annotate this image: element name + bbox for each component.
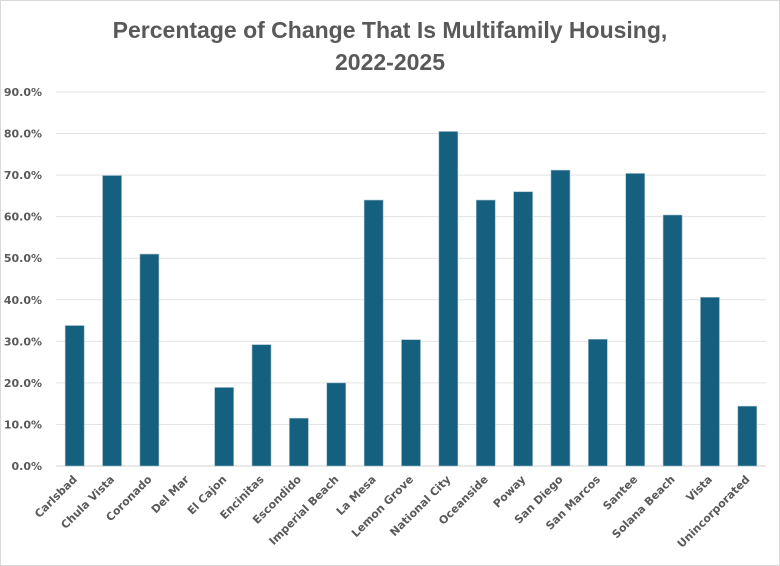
y-tick-label: 40.0% bbox=[4, 294, 42, 307]
x-tick-label: Poway bbox=[491, 473, 529, 511]
bar bbox=[214, 387, 234, 467]
bar bbox=[513, 191, 533, 467]
y-tick-label: 30.0% bbox=[4, 335, 42, 348]
bar bbox=[737, 405, 758, 467]
bar bbox=[550, 169, 571, 467]
y-tick-label: 80.0% bbox=[4, 128, 42, 141]
bar bbox=[251, 344, 272, 467]
bar bbox=[289, 417, 309, 467]
chart-title-line2: 2022-2025 bbox=[335, 49, 445, 75]
bar bbox=[102, 175, 122, 467]
bar bbox=[588, 338, 608, 467]
bar bbox=[625, 173, 646, 467]
bar bbox=[662, 214, 683, 467]
chart-title: Percentage of Change That Is Multifamily… bbox=[0, 14, 780, 78]
bar bbox=[363, 199, 384, 467]
bar bbox=[700, 296, 720, 467]
y-tick-label: 50.0% bbox=[4, 252, 42, 265]
y-tick-label: 20.0% bbox=[4, 377, 42, 390]
x-tick-label: Vista bbox=[684, 473, 715, 504]
bar bbox=[64, 325, 85, 467]
y-tick-label: 0.0% bbox=[11, 460, 42, 473]
bar bbox=[401, 339, 421, 467]
y-tick-label: 70.0% bbox=[4, 169, 42, 182]
bar bbox=[438, 131, 459, 467]
x-tick-label: Unincorporated bbox=[675, 473, 753, 551]
bar bbox=[475, 199, 496, 467]
bar bbox=[326, 382, 347, 467]
x-tick-label: Imperial Beach bbox=[267, 473, 342, 548]
bar bbox=[139, 253, 160, 467]
y-tick-label: 90.0% bbox=[4, 86, 42, 99]
y-tick-label: 10.0% bbox=[4, 418, 42, 431]
chart-title-line1: Percentage of Change That Is Multifamily… bbox=[112, 17, 668, 43]
y-tick-label: 60.0% bbox=[4, 211, 42, 224]
